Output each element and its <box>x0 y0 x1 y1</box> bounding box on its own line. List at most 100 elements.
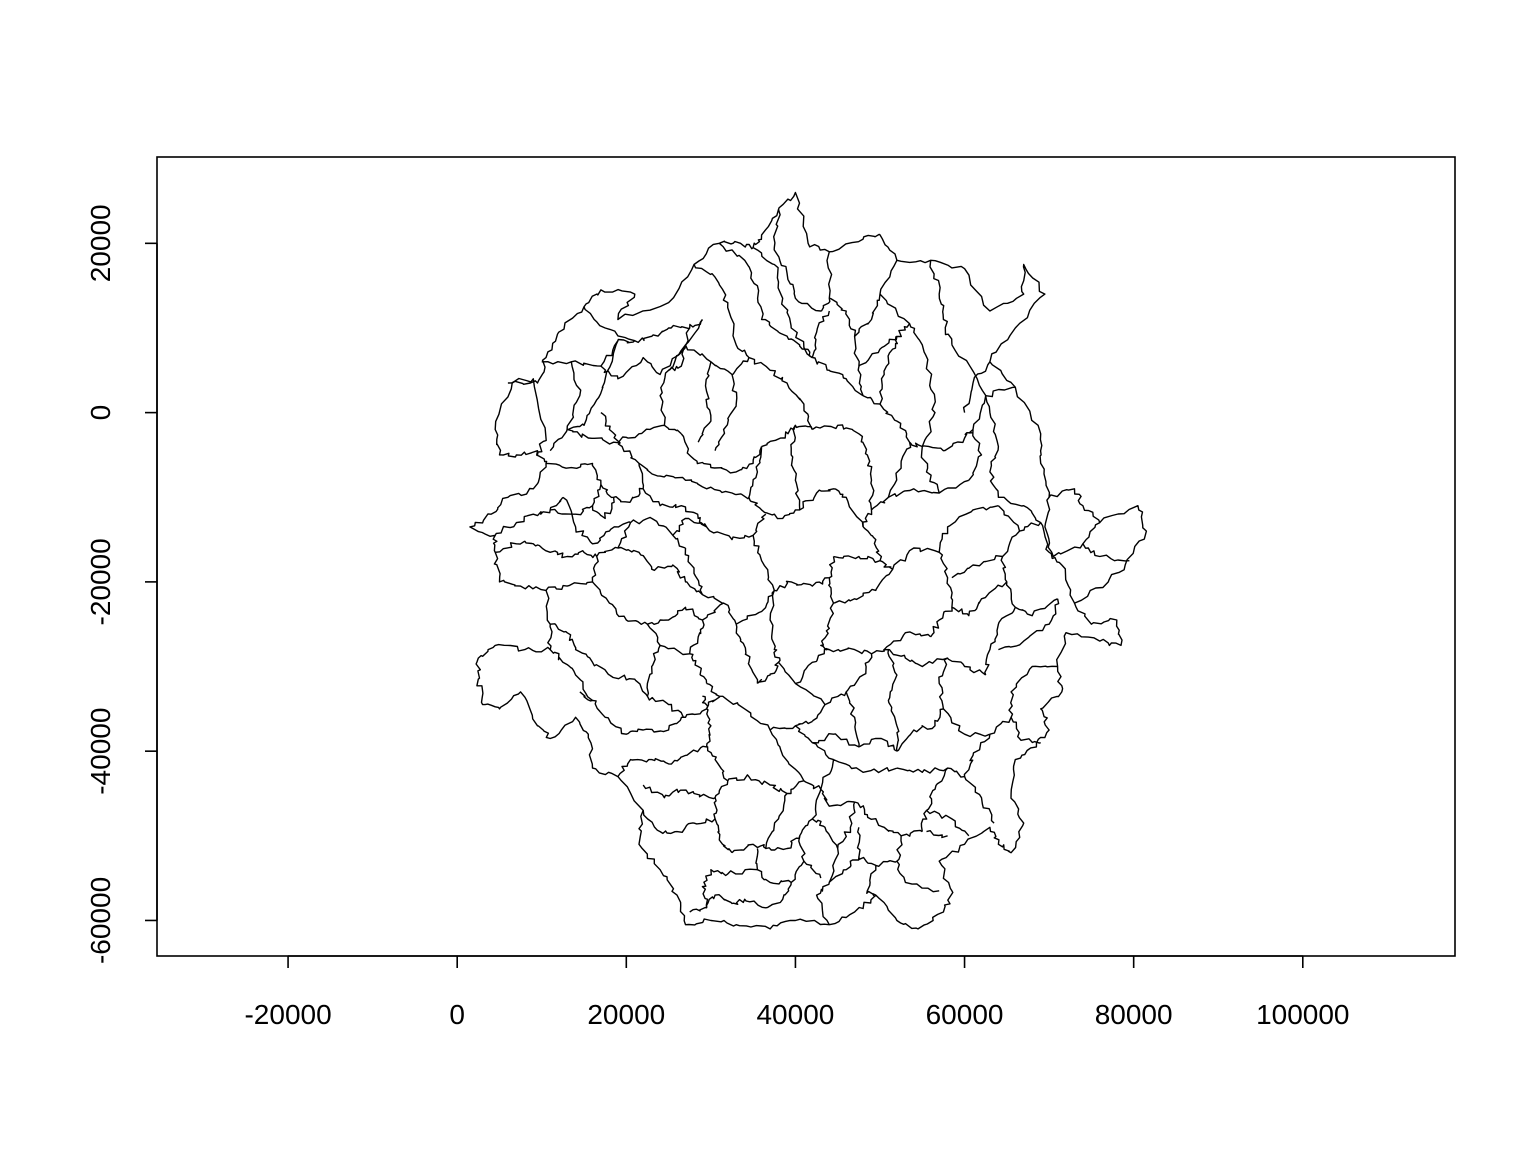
region-boundary <box>866 860 898 897</box>
region-boundary <box>600 412 645 489</box>
region-boundary <box>638 462 750 500</box>
region-boundary <box>896 734 991 778</box>
region-boundary <box>951 344 1076 604</box>
region-boundary <box>646 644 690 697</box>
x-tick-label: 20000 <box>587 999 665 1030</box>
x-axis: -20000 0 20000 40000 60000 80000 100000 <box>244 955 1350 1030</box>
region-boundary <box>811 818 839 849</box>
region-boundary <box>930 551 954 638</box>
region-boundary <box>755 835 806 885</box>
region-boundary <box>706 682 813 731</box>
region-boundary <box>748 488 864 527</box>
region-boundary <box>896 657 948 752</box>
region-boundary <box>1082 543 1130 562</box>
y-tick-label: -60000 <box>85 877 116 964</box>
region-boundary <box>929 260 953 345</box>
region-boundary <box>829 259 898 338</box>
region-boundary <box>684 344 750 376</box>
region-boundary <box>778 331 813 359</box>
region-boundary <box>879 293 936 447</box>
region-boundary <box>713 780 733 854</box>
region-boundary <box>566 424 682 445</box>
region-boundary <box>642 810 716 835</box>
region-boundary <box>820 577 835 651</box>
region-boundary <box>812 356 881 405</box>
region-outline <box>469 191 1148 930</box>
region-boundary <box>550 623 610 676</box>
region-boundary <box>887 649 900 752</box>
region-boundary <box>896 835 940 893</box>
region-boundaries <box>469 191 1148 930</box>
region-boundary <box>748 446 763 498</box>
region-boundary <box>714 374 738 451</box>
x-tick-label: 80000 <box>1095 999 1173 1030</box>
region-boundary <box>761 424 813 448</box>
region-boundary <box>495 540 598 559</box>
region-boundary <box>718 242 780 333</box>
region-boundary <box>756 661 826 705</box>
region-boundary <box>883 631 932 651</box>
region-boundary <box>1010 716 1041 744</box>
region-boundary <box>642 784 716 800</box>
region-boundary <box>642 488 708 528</box>
region-boundary <box>701 868 758 908</box>
region-boundary <box>968 386 1016 481</box>
region-boundary <box>659 344 687 426</box>
region-boundary <box>647 602 737 625</box>
region-boundary <box>567 340 619 431</box>
region-boundary <box>693 264 750 359</box>
region-boundary <box>984 607 1016 676</box>
region-boundary <box>962 361 991 413</box>
y-tick-label: -40000 <box>85 708 116 795</box>
region-boundary <box>811 424 875 510</box>
x-tick-label: 40000 <box>756 999 834 1030</box>
y-tick-label: 20000 <box>85 204 116 282</box>
x-tick-label: 60000 <box>926 999 1004 1030</box>
region-boundary <box>752 535 775 591</box>
region-boundary <box>752 246 813 359</box>
region-boundary <box>858 323 911 367</box>
region-boundary <box>541 361 582 452</box>
region-boundary <box>812 733 898 752</box>
region-boundary <box>689 619 708 684</box>
region-boundary <box>494 496 564 536</box>
region-boundary <box>920 767 949 832</box>
region-boundary <box>951 555 1003 579</box>
region-boundary <box>731 793 788 854</box>
region-boundary <box>748 356 813 430</box>
region-boundary <box>735 556 836 625</box>
y-axis: 20000 0 -20000 -40000 -60000 <box>85 204 158 964</box>
region-boundary <box>769 589 781 663</box>
region-boundary <box>926 830 948 839</box>
region-boundary <box>828 801 856 883</box>
region-boundary <box>879 403 974 452</box>
y-tick-label: -20000 <box>85 538 116 625</box>
region-boundary <box>833 555 881 563</box>
region-boundary <box>697 361 712 443</box>
region-boundary <box>820 758 898 807</box>
region-boundary <box>862 526 883 561</box>
region-boundary <box>617 745 729 782</box>
region-boundary <box>545 462 644 503</box>
region-boundary <box>998 598 1060 651</box>
region-boundary <box>701 695 712 747</box>
region-boundary <box>579 691 686 735</box>
x-tick-label: -20000 <box>244 999 331 1030</box>
region-boundary <box>790 424 801 510</box>
region-boundary <box>963 776 995 824</box>
region-boundary <box>684 547 704 595</box>
region-boundary <box>672 513 767 541</box>
region-boundary <box>989 665 1058 735</box>
region-boundary <box>887 442 912 498</box>
region-boundary <box>879 505 999 570</box>
region-boundary <box>811 310 830 358</box>
region-boundary <box>549 649 593 701</box>
region-boundary <box>583 306 703 344</box>
region-boundary <box>926 809 970 837</box>
region-boundary <box>862 479 970 527</box>
region-boundary <box>854 801 923 837</box>
region-boundary <box>591 497 615 520</box>
region-boundary <box>951 581 1008 617</box>
region-boundary <box>811 653 873 722</box>
region-boundary <box>833 568 894 604</box>
